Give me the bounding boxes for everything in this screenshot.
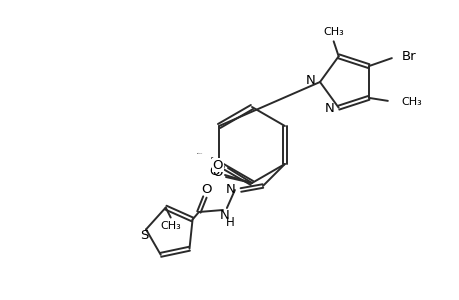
Text: CH₃: CH₃ bbox=[323, 27, 343, 37]
Text: N: N bbox=[219, 208, 230, 221]
Text: O: O bbox=[212, 158, 223, 172]
Text: O: O bbox=[209, 164, 219, 178]
Text: methoxy: methoxy bbox=[196, 152, 203, 154]
Text: methoxy: methoxy bbox=[214, 160, 221, 162]
Text: CH₃: CH₃ bbox=[401, 97, 422, 107]
Text: O: O bbox=[201, 182, 212, 196]
Text: CH₃: CH₃ bbox=[160, 220, 181, 230]
Text: Br: Br bbox=[401, 50, 415, 63]
Text: H: H bbox=[225, 215, 234, 229]
Text: S: S bbox=[140, 229, 148, 242]
Text: N: N bbox=[306, 74, 315, 86]
Text: N: N bbox=[324, 102, 334, 115]
Text: N: N bbox=[226, 182, 235, 196]
Text: O: O bbox=[212, 166, 223, 178]
Text: methoxy: methoxy bbox=[212, 162, 218, 164]
